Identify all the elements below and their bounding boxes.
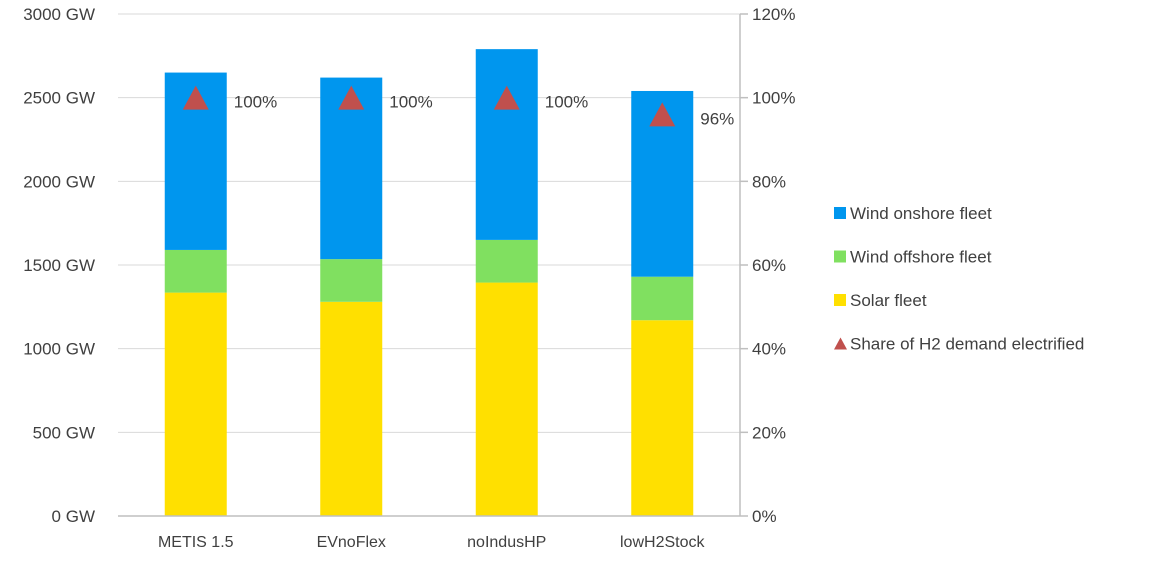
y-right-tick-label: 120% xyxy=(752,5,795,24)
legend-swatch xyxy=(834,207,846,219)
bar-wind-offshore-fleet xyxy=(631,276,694,321)
share-data-label: 100% xyxy=(234,93,277,112)
share-marker-triangle xyxy=(338,85,365,110)
legend-entry-label: Solar fleet xyxy=(850,291,927,310)
y-right-tick-label: 80% xyxy=(752,172,786,191)
y-left-tick-label: 0 GW xyxy=(52,507,95,526)
y-right-tick-label: 60% xyxy=(752,256,786,275)
y-right-tick-label: 0% xyxy=(752,507,777,526)
x-category-label: lowH2Stock xyxy=(620,534,705,551)
legend-swatch xyxy=(834,250,846,263)
legend-swatch xyxy=(834,294,846,306)
y-right-tick-label: 20% xyxy=(752,423,786,442)
bar-solar-fleet xyxy=(631,320,694,516)
bar-solar-fleet xyxy=(320,301,383,516)
share-marker-triangle xyxy=(182,85,209,110)
x-category-label: METIS 1.5 xyxy=(158,534,234,551)
share-markers: 100% 100% 100% 96% xyxy=(182,85,734,128)
legend-entry-label: Wind onshore fleet xyxy=(850,204,992,223)
legend: Wind onshore fleet Wind offshore fleet Sol… xyxy=(834,204,1084,354)
share-data-label: 100% xyxy=(389,93,432,112)
share-data-label: 100% xyxy=(545,93,588,112)
y-left-tick-label: 3000 GW xyxy=(23,5,95,24)
y-right-tick-label: 100% xyxy=(752,89,795,108)
share-data-label: 96% xyxy=(700,109,734,128)
legend-entry-label: Share of H2 demand electrified xyxy=(850,335,1084,354)
bar-solar-fleet xyxy=(475,282,538,516)
bar-wind-offshore-fleet xyxy=(320,259,383,302)
legend-triangle-icon xyxy=(834,337,847,350)
y-left-tick-label: 500 GW xyxy=(33,423,95,442)
bar-wind-offshore-fleet xyxy=(164,249,227,293)
axes: 0 GW 500 GW 1000 GW 1500 GW 2000 GW 2500 GW 30… xyxy=(23,5,795,551)
y-left-tick-label: 2500 GW xyxy=(23,89,95,108)
y-left-tick-label: 2000 GW xyxy=(23,172,95,191)
y-left-tick-label: 1500 GW xyxy=(23,256,95,275)
bar-solar-fleet xyxy=(164,292,227,516)
y-right-tick-label: 40% xyxy=(752,340,786,359)
bar-wind-offshore-fleet xyxy=(475,239,538,283)
y-left-tick-label: 1000 GW xyxy=(23,340,95,359)
share-marker-triangle xyxy=(493,85,520,110)
share-marker-triangle xyxy=(649,102,676,127)
bar-wind-onshore-fleet xyxy=(475,49,538,240)
x-category-label: noIndusHP xyxy=(467,534,546,551)
bars xyxy=(164,49,694,516)
legend-entry-label: Wind offshore fleet xyxy=(850,248,992,267)
x-category-label: EVnoFlex xyxy=(317,534,386,551)
